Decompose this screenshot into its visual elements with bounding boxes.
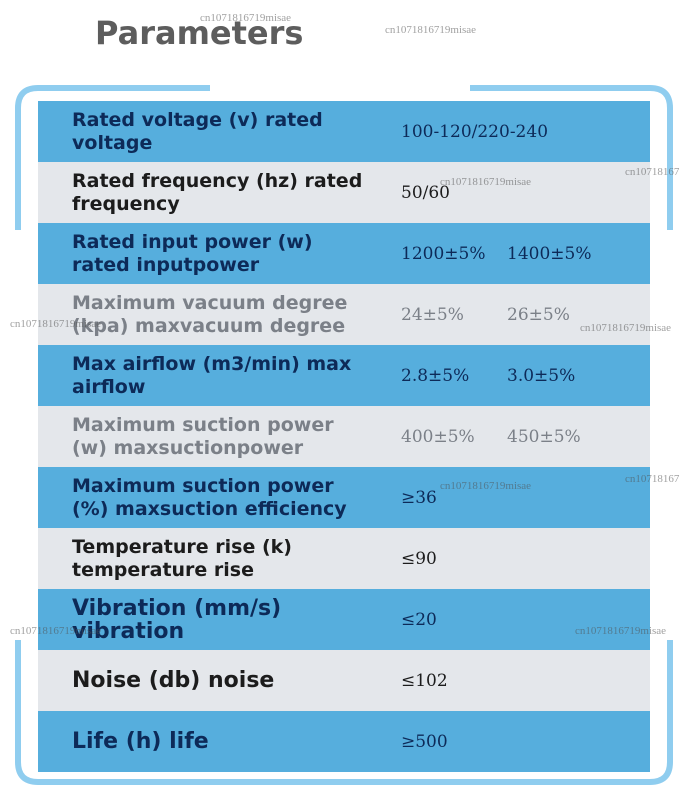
table-row: Rated voltage (v) rated voltage 100-120/2… xyxy=(38,101,650,162)
table-row: Max airflow (m3/min) max airflow 2.8±5% 3.… xyxy=(38,345,650,406)
title: Parameters xyxy=(95,14,304,52)
table-row: Life (h) life ≥500 xyxy=(38,711,650,772)
table-row: Rated frequency (hz) rated frequency 50/6… xyxy=(38,162,650,223)
table-row: Temperature rise (k) temperature rise ≤90 xyxy=(38,528,650,589)
parameter-value: 24±5% xyxy=(401,304,464,325)
parameter-name: Maximum suction power (w) maxsuctionpowe… xyxy=(72,413,334,459)
parameter-name: Rated voltage (v) rated voltage xyxy=(72,108,323,154)
parameter-value: ≤90 xyxy=(401,548,437,569)
parameter-name: Life (h) life xyxy=(72,729,209,754)
parameter-value: 1400±5% xyxy=(507,243,592,264)
parameter-name: Rated frequency (hz) rated frequency xyxy=(72,169,363,215)
parameter-name: Noise (db) noise xyxy=(72,668,275,693)
parameter-values: 100-120/220-240 xyxy=(363,122,548,142)
parameter-name: Rated input power (w) rated inputpower xyxy=(72,230,313,276)
watermark: cn1071816719misae xyxy=(10,625,102,637)
parameter-values: 50/60 xyxy=(363,183,507,203)
parameter-values: ≤90 xyxy=(363,549,507,569)
watermark: cn1071816719misae xyxy=(440,176,532,188)
table-row: Maximum suction power (w) maxsuctionpowe… xyxy=(38,406,650,467)
parameter-value: 100-120/220-240 xyxy=(401,121,549,142)
parameter-value: 50/60 xyxy=(401,182,450,203)
parameter-value: ≥500 xyxy=(401,731,448,752)
parameter-value: ≤20 xyxy=(401,609,437,630)
parameter-value: 26±5% xyxy=(507,304,570,325)
parameter-value: 1200±5% xyxy=(401,243,486,264)
parameter-values: 24±5% 26±5% xyxy=(363,305,613,325)
watermark: cn10718167 xyxy=(625,473,680,485)
parameter-name: Temperature rise (k) temperature rise xyxy=(72,535,292,581)
parameter-value: 2.8±5% xyxy=(401,365,470,386)
parameter-value: ≤102 xyxy=(401,670,448,691)
watermark: cn1071816719misae xyxy=(10,318,102,330)
parameter-value: 3.0±5% xyxy=(507,365,576,386)
table-row: Maximum vacuum degree (kpa) maxvacuum de… xyxy=(38,284,650,345)
watermark: cn10718167 xyxy=(625,166,680,178)
parameter-values: ≤20 xyxy=(363,610,507,630)
parameter-values: 1200±5% 1400±5% xyxy=(363,244,613,264)
parameter-values: ≥36 xyxy=(363,488,507,508)
watermark: cn1071816719misae xyxy=(440,480,532,492)
table-row: Rated input power (w) rated inputpower 12… xyxy=(38,223,650,284)
watermark: cn1071816719misae xyxy=(200,12,292,24)
parameter-values: 400±5% 450±5% xyxy=(363,427,613,447)
watermark: cn1071816719misae xyxy=(575,625,667,637)
parameter-name: Vibration (mm/s) vibration xyxy=(72,595,282,644)
watermark: cn1071816719misae xyxy=(580,322,672,334)
table-row: Maximum suction power (%) maxsuction eff… xyxy=(38,467,650,528)
parameter-value: 450±5% xyxy=(507,426,581,447)
watermark: cn1071816719misae xyxy=(385,24,477,36)
parameter-table: Rated voltage (v) rated voltage 100-120/2… xyxy=(38,101,650,772)
table-row: Noise (db) noise ≤102 xyxy=(38,650,650,711)
parameter-name: Max airflow (m3/min) max airflow xyxy=(72,352,352,398)
parameter-value: ≥36 xyxy=(401,487,437,508)
parameter-value: 400±5% xyxy=(401,426,475,447)
parameter-name: Maximum suction power (%) maxsuction eff… xyxy=(72,474,347,520)
table-row: Vibration (mm/s) vibration ≤20 xyxy=(38,589,650,650)
parameter-name: Maximum vacuum degree (kpa) maxvacuum de… xyxy=(72,291,348,337)
parameter-values: 2.8±5% 3.0±5% xyxy=(363,366,613,386)
parameter-values: ≥500 xyxy=(363,732,507,752)
parameter-values: ≤102 xyxy=(363,671,507,691)
